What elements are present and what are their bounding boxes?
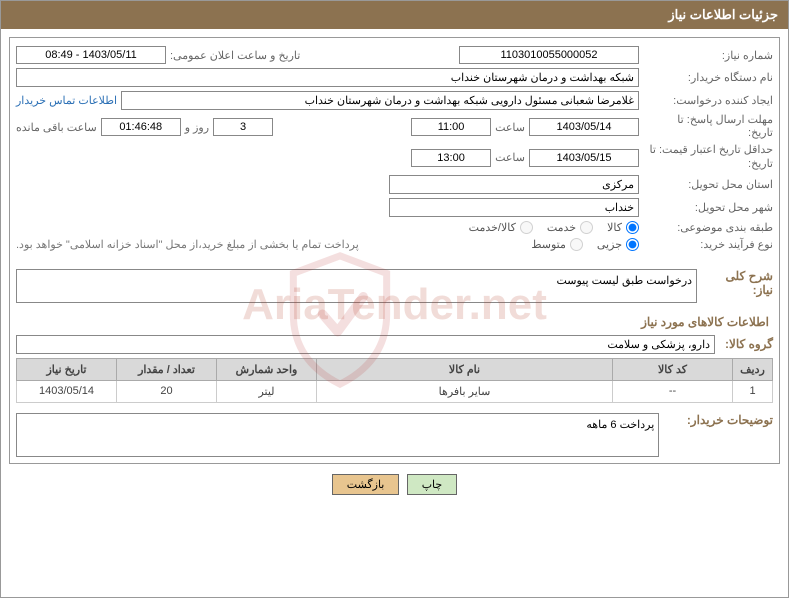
th-date: تاریخ نیاز xyxy=(17,358,117,380)
deadline-label: مهلت ارسال پاسخ: تا تاریخ: xyxy=(643,114,773,140)
row-goods-group: گروه کالا: دارو، پزشکی و سلامت xyxy=(16,335,773,354)
radio-medium-label: متوسط xyxy=(531,238,566,251)
radio-service[interactable]: خدمت xyxy=(547,221,593,234)
items-section-title: اطلاعات کالاهای مورد نیاز xyxy=(20,315,769,329)
validity-label-1: حداقل تاریخ اعتبار قیمت: تا xyxy=(650,144,773,156)
items-table-body: 1 -- سایر بافرها لیتر 20 1403/05/14 xyxy=(17,380,773,402)
row-deadline: مهلت ارسال پاسخ: تا تاریخ: 1403/05/14 سا… xyxy=(16,114,773,140)
remaining-label: ساعت باقی مانده xyxy=(16,121,97,134)
radio-partial-label: جزیی xyxy=(597,238,622,251)
city-field: خنداب xyxy=(389,198,639,217)
row-city: شهر محل تحویل: خنداب xyxy=(16,198,773,217)
radio-partial[interactable]: جزیی xyxy=(597,238,639,251)
radio-medium-input[interactable] xyxy=(570,238,583,251)
row-category: طبقه بندی موضوعی: کالا خدمت کالا/خدمت xyxy=(16,221,773,234)
requester-label: ایجاد کننده درخواست: xyxy=(643,94,773,107)
deadline-label-2: تاریخ: xyxy=(748,127,773,139)
radio-goods-service-label: کالا/خدمت xyxy=(469,221,516,234)
print-button[interactable]: چاپ xyxy=(407,474,458,495)
radio-goods-input[interactable] xyxy=(626,221,639,234)
category-radio-group: کالا خدمت کالا/خدمت xyxy=(469,221,639,234)
province-label: استان محل تحویل: xyxy=(643,178,773,191)
row-requester: ایجاد کننده درخواست: غلامرضا شعبانی مسئو… xyxy=(16,91,773,110)
days-and-label: روز و xyxy=(185,121,209,134)
radio-goods-service-input[interactable] xyxy=(520,221,533,234)
validity-date-field: 1403/05/15 xyxy=(529,149,639,167)
content-area: شماره نیاز: 1103010055000052 تاریخ و ساع… xyxy=(1,29,788,507)
panel-title: جزئیات اطلاعات نیاز xyxy=(668,7,778,22)
city-label: شهر محل تحویل: xyxy=(643,201,773,214)
radio-goods-service[interactable]: کالا/خدمت xyxy=(469,221,533,234)
validity-time-field: 13:00 xyxy=(411,149,491,167)
row-validity: حداقل تاریخ اعتبار قیمت: تا تاریخ: 1403/… xyxy=(16,144,773,170)
buyer-org-field: شبکه بهداشت و درمان شهرستان خنداب xyxy=(16,68,639,87)
radio-goods-label: کالا xyxy=(607,221,622,234)
goods-group-label: گروه کالا: xyxy=(725,337,773,351)
row-province: استان محل تحویل: مرکزی xyxy=(16,175,773,194)
province-field: مرکزی xyxy=(389,175,639,194)
row-summary: شرح کلی نیاز: درخواست طبق لیست پیوست xyxy=(16,269,773,303)
remaining-time-field: 01:46:48 xyxy=(101,118,181,136)
validity-label-2: تاریخ: xyxy=(748,158,773,170)
process-label: نوع فرآیند خرید: xyxy=(643,238,773,251)
need-number-field: 1103010055000052 xyxy=(459,46,639,64)
radio-partial-input[interactable] xyxy=(626,238,639,251)
button-bar: چاپ بازگشت xyxy=(9,474,780,499)
need-number-label: شماره نیاز: xyxy=(643,49,773,62)
deadline-date-field: 1403/05/14 xyxy=(529,118,639,136)
summary-label: شرح کلی نیاز: xyxy=(709,269,773,297)
td-unit: لیتر xyxy=(217,380,317,402)
requester-field: غلامرضا شعبانی مسئول دارویی شبکه بهداشت … xyxy=(121,91,639,110)
deadline-label-1: مهلت ارسال پاسخ: تا xyxy=(677,114,773,126)
summary-textarea: درخواست طبق لیست پیوست xyxy=(16,269,697,303)
td-date: 1403/05/14 xyxy=(17,380,117,402)
goods-group-field: دارو، پزشکی و سلامت xyxy=(16,335,715,354)
main-panel: جزئیات اطلاعات نیاز شماره نیاز: 11030100… xyxy=(0,0,789,598)
row-need-number: شماره نیاز: 1103010055000052 تاریخ و ساع… xyxy=(16,46,773,64)
announce-datetime-field: 1403/05/11 - 08:49 xyxy=(16,46,166,64)
th-name: نام کالا xyxy=(317,358,613,380)
radio-medium[interactable]: متوسط xyxy=(531,238,583,251)
radio-service-label: خدمت xyxy=(547,221,576,234)
buyer-org-label: نام دستگاه خریدار: xyxy=(643,71,773,84)
td-qty: 20 xyxy=(117,380,217,402)
radio-service-input[interactable] xyxy=(580,221,593,234)
th-row: ردیف xyxy=(733,358,773,380)
deadline-time-field: 11:00 xyxy=(411,118,491,136)
td-code: -- xyxy=(613,380,733,402)
time-label-2: ساعت xyxy=(495,151,525,164)
panel-header: جزئیات اطلاعات نیاز xyxy=(1,1,788,29)
form-frame: شماره نیاز: 1103010055000052 تاریخ و ساع… xyxy=(9,37,780,464)
category-label: طبقه بندی موضوعی: xyxy=(643,221,773,234)
th-unit: واحد شمارش xyxy=(217,358,317,380)
announce-datetime-label: تاریخ و ساعت اعلان عمومی: xyxy=(170,49,300,62)
buyer-notes-textarea: پرداخت 6 ماهه xyxy=(16,413,659,457)
th-qty: تعداد / مقدار xyxy=(117,358,217,380)
row-buyer-org: نام دستگاه خریدار: شبکه بهداشت و درمان ش… xyxy=(16,68,773,87)
radio-goods[interactable]: کالا xyxy=(607,221,639,234)
td-row: 1 xyxy=(733,380,773,402)
td-name: سایر بافرها xyxy=(317,380,613,402)
row-buyer-notes: توضیحات خریدار: پرداخت 6 ماهه xyxy=(16,413,773,457)
row-process: نوع فرآیند خرید: جزیی متوسط پرداخت تمام … xyxy=(16,238,773,251)
time-label-1: ساعت xyxy=(495,121,525,134)
items-table: ردیف کد کالا نام کالا واحد شمارش تعداد /… xyxy=(16,358,773,403)
process-radio-group: جزیی متوسط xyxy=(531,238,639,251)
table-row: 1 -- سایر بافرها لیتر 20 1403/05/14 xyxy=(17,380,773,402)
buyer-notes-label: توضیحات خریدار: xyxy=(671,413,773,427)
th-code: کد کالا xyxy=(613,358,733,380)
days-field: 3 xyxy=(213,118,273,136)
items-table-head: ردیف کد کالا نام کالا واحد شمارش تعداد /… xyxy=(17,358,773,380)
validity-label: حداقل تاریخ اعتبار قیمت: تا تاریخ: xyxy=(643,144,773,170)
buyer-contact-link[interactable]: اطلاعات تماس خریدار xyxy=(16,94,117,107)
payment-note: پرداخت تمام یا بخشی از مبلغ خرید،از محل … xyxy=(16,238,359,251)
return-button[interactable]: بازگشت xyxy=(332,474,400,495)
